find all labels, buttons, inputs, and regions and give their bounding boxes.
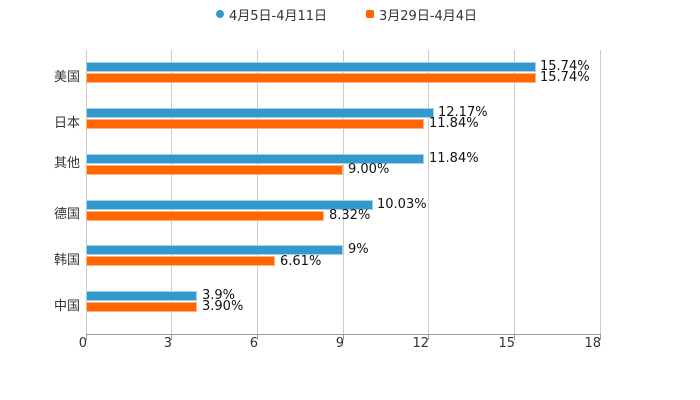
legend-circle-icon [216, 10, 224, 18]
x-tick-label: 0 [78, 336, 87, 351]
value-label: 10.03% [377, 197, 427, 212]
category-label: 韩国 [53, 253, 80, 268]
value-label: 15.74% [540, 70, 590, 85]
gridline [600, 50, 601, 335]
gridline [257, 50, 258, 335]
legend-label: 4月5日-4月11日 [229, 8, 328, 24]
value-label: 3.9% [202, 288, 236, 303]
value-label: 3.90% [202, 299, 244, 314]
bar-series-a[interactable] [86, 291, 197, 301]
x-tick-label: 18 [584, 336, 601, 351]
category-label: 日本 [53, 116, 80, 131]
value-label: 9% [348, 242, 369, 257]
x-tick-label: 15 [498, 336, 515, 351]
bar-series-a[interactable] [86, 62, 536, 72]
x-tick [343, 334, 344, 340]
x-tick-label: 6 [249, 336, 258, 351]
value-label: 12.17% [438, 105, 488, 120]
bar-series-a[interactable] [86, 108, 434, 118]
legend-square-icon [366, 10, 374, 18]
gridline [343, 50, 344, 335]
value-label: 11.84% [429, 116, 479, 131]
gridline [171, 50, 172, 335]
x-tick-label: 3 [163, 336, 172, 351]
x-tick [514, 334, 515, 340]
legend-item-series-b[interactable]: 3月29日-4月4日 [366, 4, 477, 24]
bar-series-a[interactable] [86, 245, 343, 255]
value-label: 11.84% [429, 151, 479, 166]
bar-series-a[interactable] [86, 154, 424, 164]
category-label: 其他 [53, 156, 80, 171]
bar-series-b[interactable] [86, 211, 324, 221]
category-label: 美国 [53, 70, 80, 85]
category-label: 中国 [53, 299, 80, 314]
bar-series-b[interactable] [86, 256, 275, 266]
x-tick [600, 334, 601, 340]
category-label: 德国 [53, 207, 80, 222]
legend-label: 3月29日-4月4日 [379, 8, 478, 24]
bar-series-b[interactable] [86, 119, 424, 129]
bar-series-b[interactable] [86, 302, 197, 312]
legend-item-series-a[interactable]: 4月5日-4月11日 [216, 4, 327, 24]
x-tick [86, 334, 87, 340]
bar-series-b[interactable] [86, 73, 536, 83]
x-tick [171, 334, 172, 340]
value-label: 15.74% [540, 59, 590, 74]
gridline [86, 50, 87, 335]
value-label: 9.00% [348, 162, 390, 177]
bar-series-b[interactable] [86, 165, 343, 175]
value-label: 6.61% [280, 254, 322, 269]
gridline [428, 50, 429, 335]
value-label: 8.32% [329, 208, 371, 223]
gridline [514, 50, 515, 335]
chart-legend: 4月5日-4月11日 3月29日-4月4日 [0, 4, 700, 24]
bar-series-a[interactable] [86, 200, 373, 210]
x-tick-label: 12 [412, 336, 429, 351]
x-tick [428, 334, 429, 340]
x-tick-label: 9 [335, 336, 344, 351]
x-tick [257, 334, 258, 340]
